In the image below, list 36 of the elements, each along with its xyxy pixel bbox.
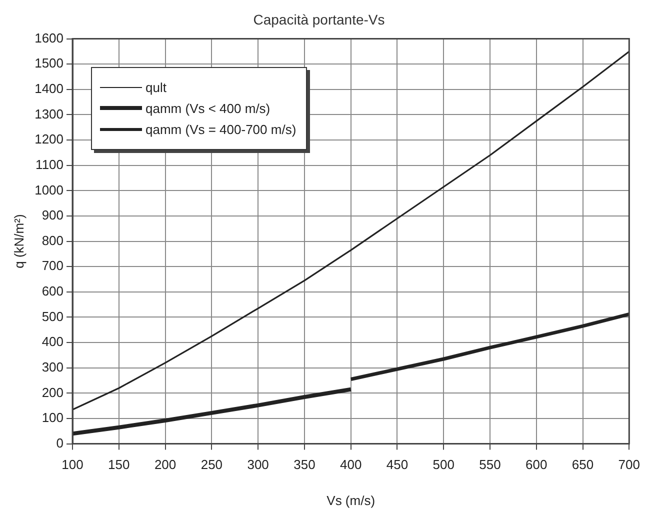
y-tick-label: 100 bbox=[42, 410, 64, 426]
y-tick-label: 400 bbox=[42, 334, 64, 350]
x-tick-label: 500 bbox=[432, 457, 454, 472]
y-tick-label: 200 bbox=[42, 384, 64, 400]
x-tick-label: 300 bbox=[247, 457, 269, 472]
x-tick-label: 550 bbox=[479, 457, 501, 472]
y-tick-label: 600 bbox=[42, 284, 64, 299]
legend-label: qamm (Vs = 400-700 m/s) bbox=[146, 122, 296, 137]
x-tick-label: 700 bbox=[618, 457, 640, 472]
x-tick-label: 100 bbox=[62, 457, 84, 472]
legend-label: qamm (Vs < 400 m/s) bbox=[146, 100, 270, 116]
y-tick-label: 900 bbox=[42, 208, 64, 223]
y-tick-label: 500 bbox=[42, 308, 64, 324]
x-tick-label: 350 bbox=[294, 457, 316, 472]
y-axis-title: q (kN/m²) bbox=[11, 214, 26, 268]
x-tick-label: 400 bbox=[340, 457, 362, 472]
y-tick-label: 0 bbox=[56, 435, 64, 450]
y-tick-label: 1300 bbox=[34, 106, 64, 122]
x-axis-title: Vs (m/s) bbox=[326, 492, 376, 508]
x-tick-label: 150 bbox=[108, 457, 130, 472]
y-tick-label: 1000 bbox=[34, 182, 64, 198]
y-tick-label: 1500 bbox=[34, 56, 64, 71]
x-tick-label: 450 bbox=[386, 457, 408, 472]
x-tick-label: 600 bbox=[526, 457, 548, 472]
y-tick-label: 300 bbox=[42, 359, 64, 374]
legend-label: qult bbox=[146, 80, 166, 95]
x-tick-label: 200 bbox=[154, 457, 176, 472]
y-tick-label: 1600 bbox=[34, 30, 64, 46]
x-tick-label: 650 bbox=[572, 457, 594, 472]
y-tick-label: 1200 bbox=[34, 132, 64, 147]
chart-title: Capacità portante-Vs bbox=[253, 11, 385, 28]
y-tick-label: 800 bbox=[42, 232, 64, 248]
y-tick-label: 700 bbox=[42, 258, 64, 274]
x-tick-label: 250 bbox=[200, 457, 223, 472]
y-tick-label: 1400 bbox=[34, 81, 64, 96]
y-tick-label: 1100 bbox=[36, 156, 64, 172]
